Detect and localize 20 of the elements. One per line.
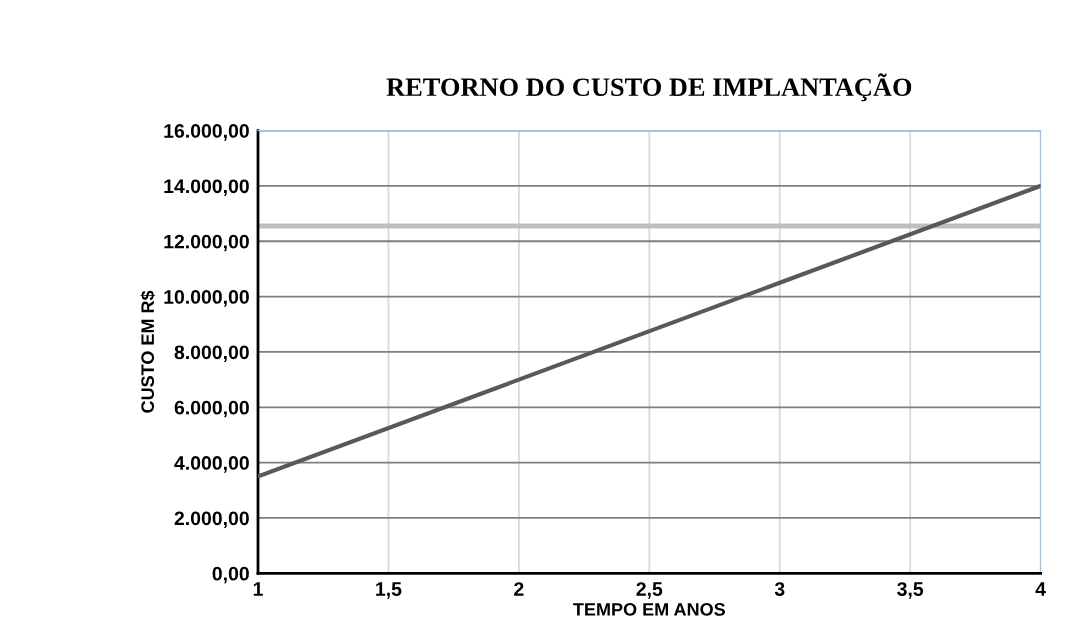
x-tick-label: 3 bbox=[774, 582, 785, 596]
y-tick-label: 14.000,00 bbox=[164, 179, 249, 196]
x-tick-label: 2 bbox=[514, 582, 524, 596]
x-tick-label: 1 bbox=[253, 582, 263, 596]
line-series bbox=[258, 183, 1041, 479]
x-tick-label: 2,5 bbox=[636, 582, 663, 599]
y-tick-label: 6.000,00 bbox=[174, 400, 249, 418]
y-tick-label: 10.000,00 bbox=[164, 290, 249, 307]
x-axis-title: TEMPO EM ANOS bbox=[573, 603, 725, 616]
y-tick-label: 0,00 bbox=[212, 566, 249, 584]
y-tick-label: 4.000,00 bbox=[174, 456, 249, 473]
y-axis-title: CUSTO EM R$ bbox=[140, 290, 156, 413]
y-tick-label: 8.000,00 bbox=[174, 345, 249, 362]
x-tick-label: 3,5 bbox=[897, 582, 924, 599]
x-tick-label: 1,5 bbox=[376, 582, 402, 599]
x-tick-label: 4 bbox=[1035, 582, 1046, 596]
y-tick-label: 16.000,00 bbox=[164, 124, 249, 141]
chart-title: RETORNO DO CUSTO DE IMPLANTAÇÃO bbox=[386, 73, 912, 102]
y-tick-label: 12.000,00 bbox=[164, 234, 249, 252]
y-tick-label: 2.000,00 bbox=[174, 511, 249, 529]
